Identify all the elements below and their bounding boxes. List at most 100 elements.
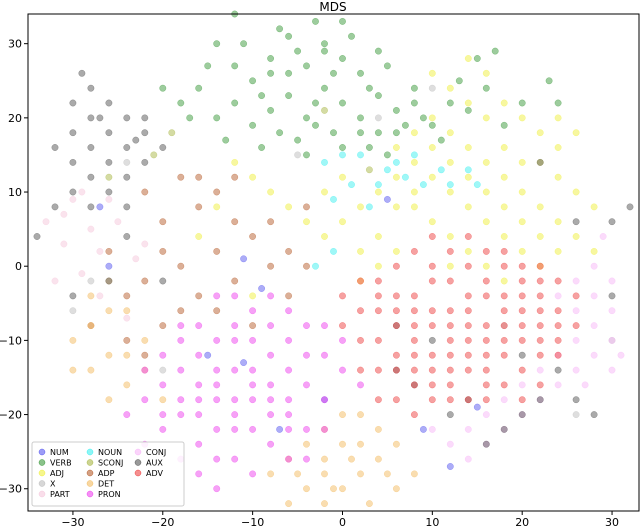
- point-adv-89: [464, 366, 472, 374]
- legend-label-x: X: [50, 480, 56, 489]
- series-conj: [428, 233, 625, 463]
- point-adv-79: [482, 247, 490, 255]
- point-adj-4: [464, 203, 472, 211]
- legend-label-part: PART: [50, 490, 70, 499]
- point-adj-67: [213, 203, 221, 211]
- point-adv-19: [392, 262, 400, 270]
- legend-item-sconj: SCONJ: [86, 459, 123, 468]
- point-verb-8: [357, 69, 364, 77]
- legend-item-det: DET: [86, 480, 114, 489]
- point-pron-38: [159, 351, 167, 359]
- point-verb-49: [303, 151, 310, 159]
- legend-marker-x: [38, 480, 46, 487]
- point-adv-27: [536, 277, 544, 285]
- point-aux-11: [123, 114, 131, 122]
- point-pron-58: [285, 307, 293, 315]
- point-adv-87: [500, 292, 508, 300]
- point-pron-53: [249, 396, 257, 404]
- point-pron-69: [267, 292, 275, 300]
- point-adj-54: [249, 173, 257, 181]
- point-num-7: [473, 403, 481, 411]
- point-adv-93: [518, 396, 526, 404]
- legend-marker-adj: [38, 469, 46, 477]
- point-adj-62: [392, 247, 400, 255]
- point-verb-53: [321, 47, 328, 55]
- point-num-0: [105, 262, 113, 270]
- point-conj-4: [590, 351, 598, 359]
- point-verb-50: [339, 144, 346, 151]
- point-pron-20: [231, 411, 239, 419]
- legend-item-part: PART: [38, 490, 70, 499]
- point-adv-58: [374, 366, 382, 374]
- point-verb-28: [312, 99, 319, 107]
- point-adp-13: [177, 173, 185, 181]
- point-adj-55: [267, 188, 275, 196]
- legend-marker-aux: [134, 459, 142, 466]
- point-adv-44: [518, 307, 526, 315]
- point-pron-29: [249, 470, 257, 478]
- point-noun-0: [321, 158, 328, 166]
- point-adp-2: [177, 262, 185, 270]
- point-adp-23: [285, 292, 293, 300]
- point-det-18: [339, 485, 346, 493]
- point-verb-21: [357, 114, 364, 122]
- legend-marker-num: [38, 448, 46, 456]
- point-adv-70: [339, 292, 346, 300]
- point-conj-11: [464, 455, 472, 463]
- point-adj-39: [428, 69, 436, 77]
- point-verb-52: [383, 151, 391, 159]
- point-pron-46: [231, 396, 239, 404]
- point-x-0: [69, 307, 77, 315]
- point-pron-40: [321, 351, 328, 359]
- point-adj-41: [392, 203, 400, 211]
- point-verb-69: [374, 129, 382, 137]
- point-adv-46: [554, 322, 562, 330]
- point-pron-11: [195, 396, 203, 404]
- series-pron: [123, 292, 364, 493]
- point-det-15: [374, 455, 382, 463]
- point-aux-44: [69, 188, 77, 196]
- point-pron-21: [249, 425, 257, 433]
- axes-layer: −30 −20 −10 0 10 20 30 −30 −20 −10 0 10 20 30: [0, 38, 619, 526]
- point-adj-28: [554, 173, 562, 181]
- point-verb-4: [285, 32, 293, 40]
- x-tick-label-0: 0: [339, 516, 346, 526]
- point-pron-14: [249, 381, 257, 389]
- point-pron-66: [195, 411, 203, 419]
- point-adj-23: [392, 173, 400, 181]
- point-adj-64: [446, 262, 454, 270]
- point-pron-19: [213, 425, 221, 433]
- point-pron-60: [321, 322, 328, 330]
- point-pron-5: [249, 336, 257, 344]
- point-pron-31: [285, 336, 293, 344]
- point-adp-29: [231, 173, 239, 181]
- point-adv-45: [536, 292, 544, 300]
- point-aux-41: [159, 277, 167, 285]
- point-aux-27: [518, 411, 526, 419]
- point-adj-33: [536, 129, 544, 137]
- point-noun-10: [365, 203, 373, 211]
- point-verb-67: [258, 92, 266, 100]
- point-pron-23: [285, 455, 293, 463]
- point-verb-30: [258, 144, 266, 151]
- point-verb-10: [195, 84, 203, 92]
- point-verb-6: [321, 40, 328, 48]
- point-conj-16: [608, 307, 616, 315]
- point-adj-9: [428, 114, 436, 122]
- point-adj-44: [518, 158, 526, 166]
- point-adv-81: [446, 247, 454, 255]
- point-aux-12: [141, 129, 149, 137]
- point-adj-6: [500, 233, 508, 240]
- point-adp-15: [105, 247, 113, 255]
- point-adv-53: [464, 307, 472, 315]
- point-adj-20: [464, 247, 472, 255]
- point-pron-54: [231, 425, 239, 433]
- point-det-27: [339, 411, 346, 419]
- point-det-11: [303, 485, 310, 493]
- point-adv-63: [464, 336, 472, 344]
- plot-frame: [27, 13, 640, 512]
- point-num-2: [240, 359, 248, 367]
- y-tick-label-20: 20: [8, 112, 22, 125]
- point-aux-9: [87, 173, 95, 181]
- legend-item-adp: ADP: [86, 469, 115, 478]
